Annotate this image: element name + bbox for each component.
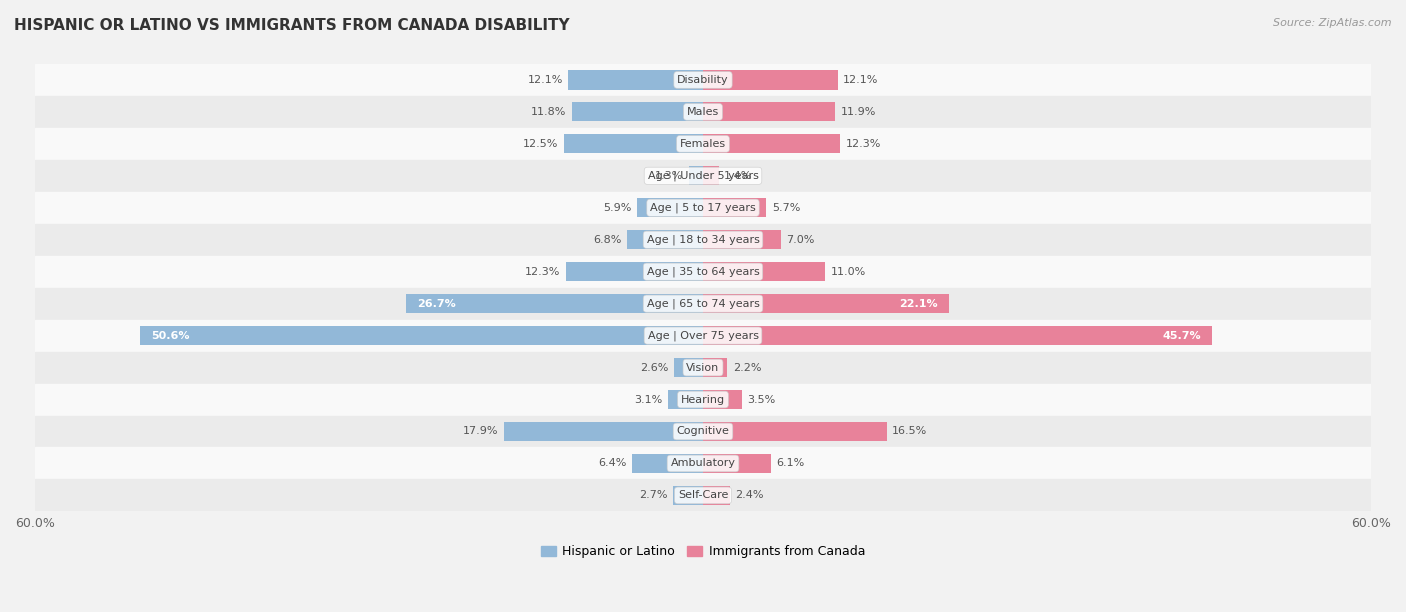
Bar bbox=[673, 358, 703, 377]
Text: Males: Males bbox=[688, 107, 718, 117]
Text: Self-Care: Self-Care bbox=[678, 490, 728, 501]
Bar bbox=[703, 454, 770, 473]
Bar bbox=[703, 390, 742, 409]
Bar bbox=[703, 294, 949, 313]
Bar bbox=[35, 288, 1371, 319]
Text: 12.5%: 12.5% bbox=[523, 139, 558, 149]
Bar bbox=[627, 230, 703, 249]
Text: Age | Over 75 years: Age | Over 75 years bbox=[648, 330, 758, 341]
Text: 11.8%: 11.8% bbox=[530, 107, 567, 117]
Bar bbox=[35, 416, 1371, 447]
Bar bbox=[35, 384, 1371, 416]
Text: 6.8%: 6.8% bbox=[593, 235, 621, 245]
Text: Females: Females bbox=[681, 139, 725, 149]
Bar bbox=[703, 262, 825, 282]
Bar bbox=[35, 160, 1371, 192]
Text: 22.1%: 22.1% bbox=[900, 299, 938, 308]
Text: 1.3%: 1.3% bbox=[655, 171, 683, 181]
Legend: Hispanic or Latino, Immigrants from Canada: Hispanic or Latino, Immigrants from Cana… bbox=[536, 540, 870, 563]
Bar bbox=[35, 256, 1371, 288]
Text: 3.1%: 3.1% bbox=[634, 395, 662, 405]
Text: 2.7%: 2.7% bbox=[638, 490, 668, 501]
Text: Disability: Disability bbox=[678, 75, 728, 85]
Text: Source: ZipAtlas.com: Source: ZipAtlas.com bbox=[1274, 18, 1392, 28]
Bar bbox=[35, 96, 1371, 128]
Bar bbox=[503, 422, 703, 441]
Bar bbox=[703, 230, 780, 249]
Bar bbox=[673, 486, 703, 505]
Text: Age | 18 to 34 years: Age | 18 to 34 years bbox=[647, 234, 759, 245]
Text: Hearing: Hearing bbox=[681, 395, 725, 405]
Text: 16.5%: 16.5% bbox=[893, 427, 928, 436]
Bar bbox=[703, 198, 766, 217]
Text: 6.1%: 6.1% bbox=[776, 458, 804, 468]
Text: 50.6%: 50.6% bbox=[150, 330, 190, 341]
Text: 5.7%: 5.7% bbox=[772, 203, 800, 213]
Text: 2.4%: 2.4% bbox=[735, 490, 763, 501]
Bar bbox=[631, 454, 703, 473]
Text: 5.9%: 5.9% bbox=[603, 203, 631, 213]
Text: Age | 65 to 74 years: Age | 65 to 74 years bbox=[647, 299, 759, 309]
Bar bbox=[703, 102, 835, 122]
Text: 6.4%: 6.4% bbox=[598, 458, 626, 468]
Text: 2.6%: 2.6% bbox=[640, 362, 668, 373]
Text: 12.1%: 12.1% bbox=[844, 75, 879, 85]
Bar bbox=[689, 166, 703, 185]
Text: Age | 5 to 17 years: Age | 5 to 17 years bbox=[650, 203, 756, 213]
Text: Vision: Vision bbox=[686, 362, 720, 373]
Bar bbox=[35, 319, 1371, 351]
Text: 12.3%: 12.3% bbox=[524, 267, 561, 277]
Bar bbox=[35, 224, 1371, 256]
Bar bbox=[703, 70, 838, 89]
Text: 3.5%: 3.5% bbox=[748, 395, 776, 405]
Text: 45.7%: 45.7% bbox=[1163, 330, 1201, 341]
Bar bbox=[35, 447, 1371, 479]
Bar bbox=[567, 262, 703, 282]
Bar bbox=[568, 70, 703, 89]
Bar bbox=[637, 198, 703, 217]
Bar bbox=[703, 422, 887, 441]
Text: Age | 35 to 64 years: Age | 35 to 64 years bbox=[647, 266, 759, 277]
Bar bbox=[668, 390, 703, 409]
Bar bbox=[703, 486, 730, 505]
Bar bbox=[35, 128, 1371, 160]
Text: 7.0%: 7.0% bbox=[786, 235, 815, 245]
Bar bbox=[703, 326, 1212, 345]
Text: 11.9%: 11.9% bbox=[841, 107, 876, 117]
Text: 11.0%: 11.0% bbox=[831, 267, 866, 277]
Bar bbox=[35, 192, 1371, 224]
Text: 1.4%: 1.4% bbox=[724, 171, 752, 181]
Bar bbox=[35, 64, 1371, 96]
Text: Ambulatory: Ambulatory bbox=[671, 458, 735, 468]
Bar bbox=[703, 358, 727, 377]
Bar bbox=[35, 479, 1371, 512]
Text: Age | Under 5 years: Age | Under 5 years bbox=[648, 171, 758, 181]
Text: 12.1%: 12.1% bbox=[527, 75, 562, 85]
Bar bbox=[564, 134, 703, 154]
Bar bbox=[35, 351, 1371, 384]
Bar bbox=[703, 166, 718, 185]
Bar bbox=[703, 134, 839, 154]
Text: 2.2%: 2.2% bbox=[733, 362, 762, 373]
Text: 26.7%: 26.7% bbox=[416, 299, 456, 308]
Bar bbox=[572, 102, 703, 122]
Text: Cognitive: Cognitive bbox=[676, 427, 730, 436]
Text: HISPANIC OR LATINO VS IMMIGRANTS FROM CANADA DISABILITY: HISPANIC OR LATINO VS IMMIGRANTS FROM CA… bbox=[14, 18, 569, 34]
Bar bbox=[139, 326, 703, 345]
Text: 17.9%: 17.9% bbox=[463, 427, 498, 436]
Text: 12.3%: 12.3% bbox=[845, 139, 882, 149]
Bar bbox=[406, 294, 703, 313]
